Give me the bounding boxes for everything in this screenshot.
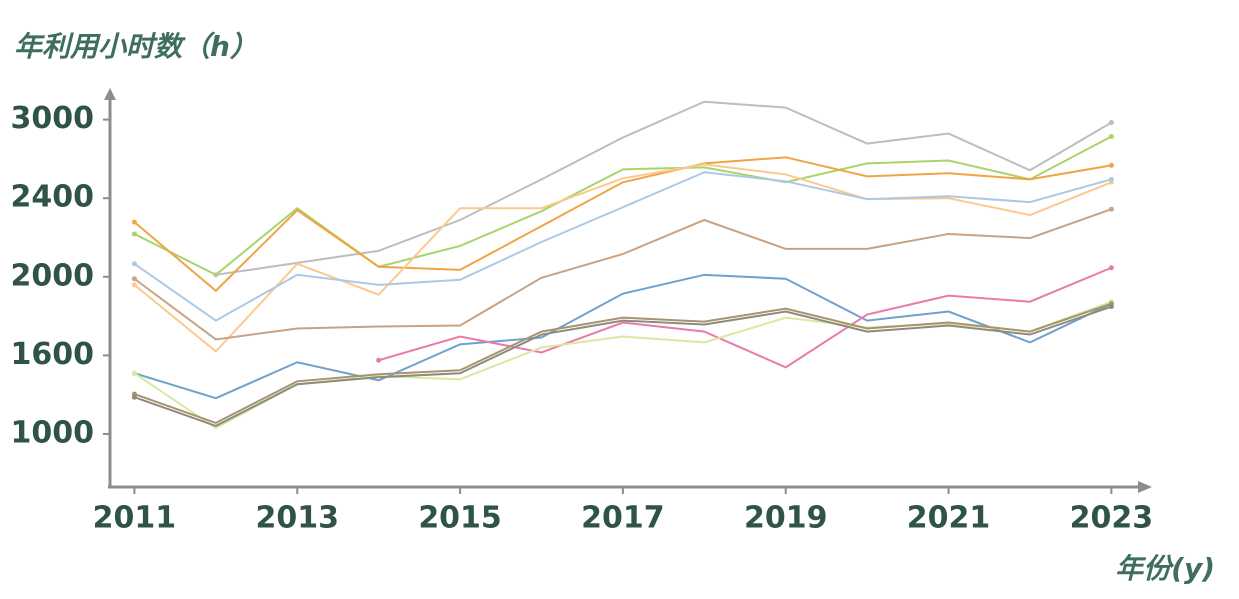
x-tick-label: 2017 [581,501,665,536]
x-tick-label: 2023 [1070,501,1154,536]
end-point [1108,162,1114,168]
series-line [133,156,1112,293]
series-line [378,266,1112,369]
y-axis-arrow [104,88,116,100]
y-axis-title: 年利用小时数（h） [14,30,258,63]
end-point [131,231,137,237]
x-axis-arrow [1138,481,1152,493]
end-point [1108,120,1114,126]
end-point [131,370,137,376]
series-line [134,302,1112,425]
x-axis-title: 年份(y) [1115,552,1215,585]
y-tick-label: 1600 [11,337,95,372]
x-tick-label: 2019 [744,501,828,536]
end-point [131,282,137,288]
end-point [131,276,137,282]
y-tick-label: 2000 [11,258,95,293]
y-tick-label: 3000 [11,101,95,136]
series-line [215,100,1112,276]
end-point [1108,265,1114,271]
series-line [133,135,1112,277]
series-line [133,171,1112,322]
series-line [134,305,1112,427]
x-tick-label: 2011 [93,501,177,536]
end-point [131,261,137,267]
x-tick-label: 2021 [907,501,991,536]
end-point [131,219,137,225]
y-tick-label: 2400 [11,180,95,215]
x-tick-label: 2013 [255,501,339,536]
series-line [133,163,1112,353]
y-tick-label: 1000 [11,415,95,450]
end-point [1108,206,1114,212]
x-tick-label: 2015 [418,501,502,536]
end-point [376,357,382,363]
series-line [134,273,1112,400]
end-point [1108,304,1114,310]
end-point [1108,176,1114,182]
end-point [1108,134,1114,140]
series-line [133,208,1112,341]
end-point [131,394,137,400]
